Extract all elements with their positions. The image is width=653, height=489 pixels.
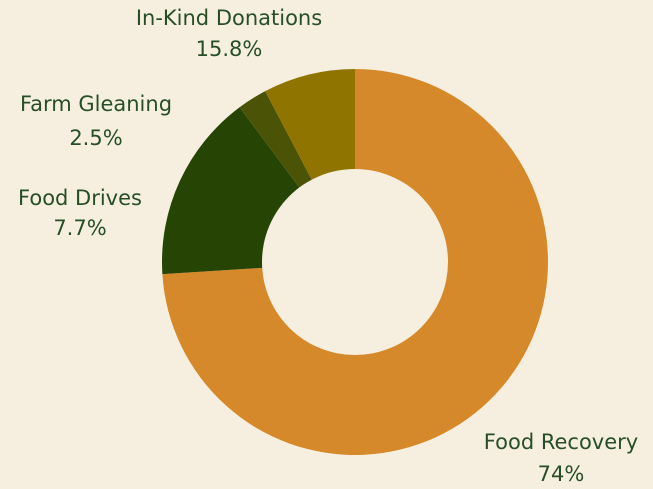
slice-name-food-recovery: Food Recovery: [484, 430, 638, 454]
slice-value-farm-gleaning: 2.5%: [69, 126, 122, 150]
label-food-recovery: Food Recovery 74%: [484, 430, 638, 486]
slice-name-in-kind-donations: In-Kind Donations: [136, 6, 322, 30]
label-in-kind-donations: In-Kind Donations 15.8%: [136, 6, 322, 61]
slice-value-food-drives: 7.7%: [53, 216, 106, 240]
slice-value-food-recovery: 74%: [538, 462, 585, 486]
slice-name-farm-gleaning: Farm Gleaning: [20, 92, 172, 116]
slice-name-food-drives: Food Drives: [18, 186, 142, 210]
label-farm-gleaning: Farm Gleaning 2.5%: [20, 92, 172, 150]
slice-value-in-kind-donations: 15.8%: [196, 37, 263, 61]
label-food-drives: Food Drives 7.7%: [18, 186, 142, 240]
donut-hole: [262, 169, 448, 355]
